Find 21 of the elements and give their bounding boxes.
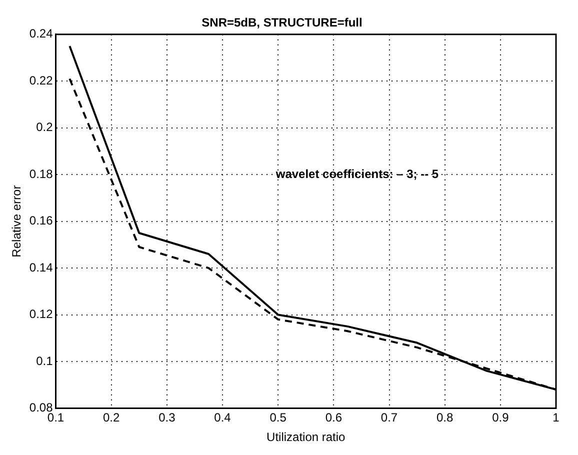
x-tick-label: 1 — [552, 410, 560, 425]
x-tick-label: 0.4 — [214, 410, 232, 425]
y-tick-label: 0.12 — [29, 307, 54, 322]
x-tick-label: 0.5 — [270, 410, 287, 425]
y-tick-label: 0.24 — [29, 26, 54, 41]
x-tick-label: 0.7 — [380, 410, 398, 425]
x-tick-label: 0.2 — [102, 410, 120, 425]
y-tick-label: 0.2 — [36, 120, 54, 134]
x-tick-label: 0.9 — [492, 410, 510, 425]
x-tick-label: 0.1 — [47, 410, 64, 425]
x-tick-label: 0.3 — [158, 410, 176, 425]
x-tick-label: 0.8 — [436, 410, 454, 425]
y-tick-label: 0.16 — [29, 214, 54, 228]
chart-title: SNR=5dB, STRUCTURE=full — [202, 16, 362, 30]
y-tick-label: 0.18 — [29, 166, 54, 181]
x-tick-label: 0.6 — [325, 410, 342, 425]
y-tick-label: 0.14 — [29, 260, 54, 274]
x-axis-title: Utilization ratio — [266, 430, 346, 444]
y-tick-label: 0.22 — [29, 73, 54, 88]
y-axis-title: Relative error — [10, 185, 24, 258]
y-tick-label: 0.1 — [36, 354, 54, 368]
